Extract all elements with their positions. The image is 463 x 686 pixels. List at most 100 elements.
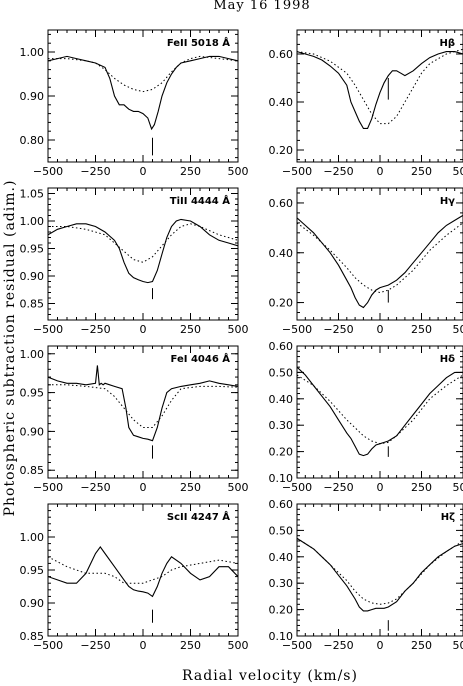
y-tick-label: 0.90 bbox=[20, 270, 45, 283]
x-tick-label: −250 bbox=[80, 639, 110, 652]
panel-frame bbox=[296, 503, 463, 637]
panel-label: Hβ bbox=[439, 38, 455, 49]
y-tick-label: 0.10 bbox=[269, 472, 294, 485]
y-tick-label: 0.40 bbox=[269, 551, 294, 564]
y-tick-label: 0.85 bbox=[20, 298, 45, 311]
x-tick-label: 500 bbox=[453, 323, 463, 336]
y-tick-label: 0.30 bbox=[269, 577, 294, 590]
y-tick-label: 1.05 bbox=[20, 188, 45, 201]
x-tick-label: 0 bbox=[140, 639, 147, 652]
panel-frame bbox=[296, 345, 463, 479]
x-tick-label: 250 bbox=[411, 165, 432, 178]
figure-title: May 16 1998 bbox=[213, 0, 310, 13]
series-dotted-line bbox=[48, 384, 238, 428]
x-tick-label: −500 bbox=[33, 323, 63, 336]
y-tick-label: 0.90 bbox=[20, 597, 45, 610]
x-tick-label: 250 bbox=[411, 481, 432, 494]
panel-2: −500 −250 0 250 500 0.85 0.90 0.95 1.00 1.05 TiII … bbox=[20, 187, 249, 336]
x-tick-label: 500 bbox=[228, 639, 249, 652]
x-tick-label: −250 bbox=[80, 323, 110, 336]
panel-frame bbox=[47, 345, 239, 479]
x-tick-label: 500 bbox=[453, 481, 463, 494]
panel-frame bbox=[47, 503, 239, 637]
y-tick-label: 0.80 bbox=[20, 134, 45, 147]
panel-5: −500 −250 0 250 500 0.10 0.20 0.30 0.40 0.50 0.60 H… bbox=[269, 340, 463, 494]
panel-0: −500 −250 0 250 500 0.80 0.90 1.00 FeII 5018 Å bbox=[20, 29, 249, 178]
x-tick-label: 250 bbox=[411, 323, 432, 336]
panel-label: Hγ bbox=[440, 196, 455, 207]
x-tick-label: −250 bbox=[323, 323, 353, 336]
panel-label: TiII 4444 Å bbox=[170, 194, 230, 207]
x-tick-label: −250 bbox=[323, 481, 353, 494]
y-tick-label: 0.90 bbox=[20, 425, 45, 438]
y-tick-label: 0.20 bbox=[269, 297, 294, 310]
y-tick-label: 1.00 bbox=[20, 531, 45, 544]
series-solid-line bbox=[48, 365, 238, 442]
series-solid-line bbox=[48, 218, 238, 284]
y-tick-label: 0.20 bbox=[269, 446, 294, 459]
x-tick-label: 0 bbox=[140, 165, 147, 178]
x-tick-label: −500 bbox=[33, 639, 63, 652]
x-tick-label: 250 bbox=[411, 639, 432, 652]
y-tick-label: 0.95 bbox=[20, 243, 45, 256]
series-dotted-line bbox=[297, 222, 463, 294]
y-tick-label: 0.85 bbox=[20, 464, 45, 477]
series-dotted-line bbox=[48, 55, 238, 93]
x-tick-label: −500 bbox=[282, 639, 312, 652]
y-tick-label: 0.60 bbox=[269, 498, 294, 511]
x-tick-label: −500 bbox=[282, 481, 312, 494]
y-tick-label: 0.95 bbox=[20, 387, 45, 400]
y-tick-label: 1.00 bbox=[20, 46, 45, 59]
series-dotted-line bbox=[297, 537, 463, 605]
series-solid-line bbox=[297, 366, 463, 457]
y-tick-label: 0.40 bbox=[269, 393, 294, 406]
x-tick-label: 250 bbox=[180, 639, 201, 652]
x-tick-label: 0 bbox=[140, 481, 147, 494]
x-tick-label: 0 bbox=[377, 639, 384, 652]
x-tick-label: 250 bbox=[180, 481, 201, 494]
x-tick-label: 500 bbox=[453, 639, 463, 652]
x-tick-label: 500 bbox=[228, 481, 249, 494]
x-tick-label: 250 bbox=[180, 323, 201, 336]
panel-frame bbox=[296, 29, 463, 163]
x-tick-label: 0 bbox=[377, 323, 384, 336]
x-tick-label: −500 bbox=[282, 165, 312, 178]
panel-frame bbox=[296, 187, 463, 321]
x-tick-label: −250 bbox=[80, 481, 110, 494]
series-solid-line bbox=[48, 55, 238, 131]
panel-label: ScII 4247 Å bbox=[167, 510, 230, 523]
series-dotted-line bbox=[297, 48, 463, 125]
y-tick-label: 0.40 bbox=[269, 96, 294, 109]
x-tick-label: 500 bbox=[228, 323, 249, 336]
y-tick-label: 0.60 bbox=[269, 340, 294, 353]
panel-frame bbox=[47, 29, 239, 163]
series-dotted-line bbox=[48, 223, 238, 263]
series-solid-line bbox=[297, 214, 463, 309]
y-tick-label: 0.50 bbox=[269, 524, 294, 537]
panel-label: FeII 5018 Å bbox=[167, 36, 230, 49]
y-tick-label: 1.00 bbox=[20, 348, 45, 361]
panel-label: Hζ bbox=[441, 512, 455, 523]
x-tick-label: −250 bbox=[323, 165, 353, 178]
y-tick-label: 0.85 bbox=[20, 630, 45, 643]
y-tick-label: 0.50 bbox=[269, 366, 294, 379]
panel-4: −500 −250 0 250 500 0.85 0.90 0.95 1.00 FeI 4046 … bbox=[20, 345, 249, 494]
x-tick-label: 500 bbox=[228, 165, 249, 178]
panel-7: −500 −250 0 250 500 0.10 0.20 0.30 0.40 0.50 0.60 H… bbox=[269, 498, 463, 652]
y-tick-label: 0.95 bbox=[20, 564, 45, 577]
y-tick-label: 0.30 bbox=[269, 419, 294, 432]
x-tick-label: 250 bbox=[180, 165, 201, 178]
x-tick-label: −250 bbox=[80, 165, 110, 178]
x-tick-label: 0 bbox=[377, 481, 384, 494]
y-tick-label: 0.20 bbox=[269, 144, 294, 157]
x-tick-label: −500 bbox=[33, 481, 63, 494]
y-tick-label: 1.00 bbox=[20, 215, 45, 228]
y-tick-label: 0.20 bbox=[269, 604, 294, 617]
series-solid-line bbox=[297, 51, 463, 129]
panel-1: −500 −250 0 250 500 0.20 0.40 0.60 Hβ bbox=[269, 29, 463, 178]
x-tick-label: 0 bbox=[377, 165, 384, 178]
y-tick-label: 0.90 bbox=[20, 90, 45, 103]
x-tick-label: −500 bbox=[282, 323, 312, 336]
series-solid-line bbox=[297, 537, 463, 612]
series-dotted-line bbox=[48, 556, 238, 584]
